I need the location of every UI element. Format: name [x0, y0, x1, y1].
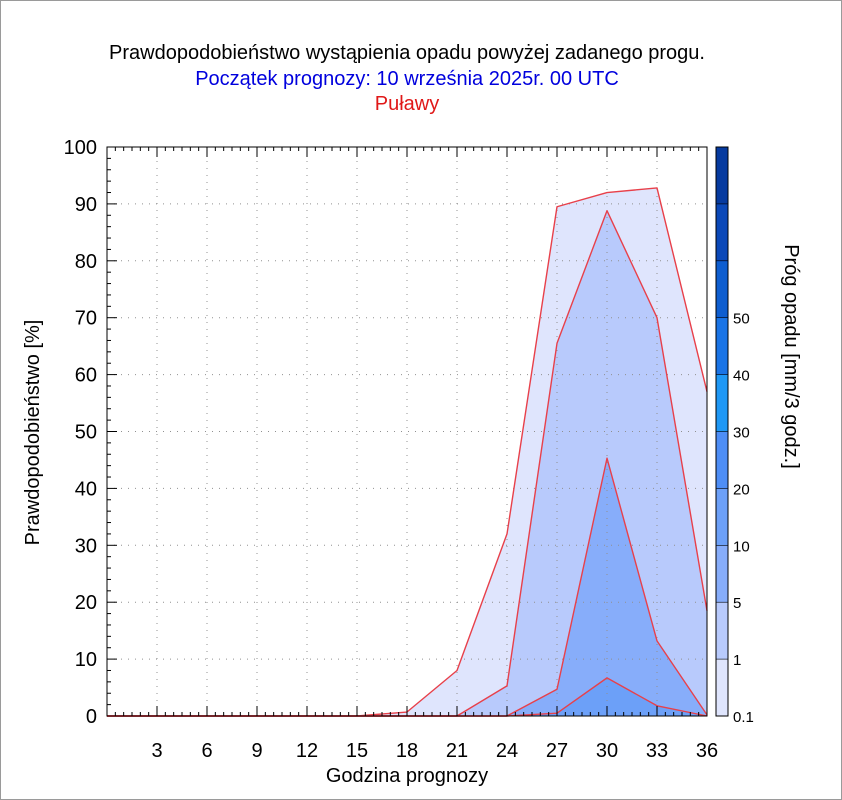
y-tick-label: 80	[75, 251, 97, 273]
x-tick-label: 36	[696, 740, 718, 762]
colorbar-label: 20	[733, 481, 750, 498]
colorbar-segment	[716, 203, 728, 262]
colorbar-label: 1	[733, 652, 741, 669]
colorbar-label: 50	[733, 311, 750, 328]
y-tick-label: 70	[75, 308, 97, 330]
colorbar-segment	[716, 431, 728, 489]
colorbar-segment	[716, 545, 728, 603]
x-tick-label: 24	[496, 740, 518, 762]
x-tick-label: 15	[346, 740, 368, 762]
colorbar-segment	[716, 602, 728, 660]
x-tick-label: 30	[596, 740, 618, 762]
area-threshold-3	[107, 677, 707, 716]
x-tick-label: 33	[646, 740, 668, 762]
colorbar-segment	[716, 260, 728, 319]
area-layers	[107, 187, 707, 716]
y-tick-label: 20	[75, 592, 97, 614]
colorbar-label: 30	[733, 425, 750, 442]
colorbar-label: 5	[733, 595, 741, 612]
y-tick-label: 40	[75, 478, 97, 500]
x-tick-label: 18	[396, 740, 418, 762]
y-tick-label: 90	[75, 194, 97, 216]
x-tick-label: 9	[251, 740, 262, 762]
x-tick-label: 21	[446, 740, 468, 762]
y-tick-label: 50	[75, 422, 97, 444]
colorbar-segment	[716, 659, 728, 717]
y-tick-label: 100	[64, 137, 97, 159]
y-tick-label: 10	[75, 649, 97, 671]
x-tick-label: 3	[151, 740, 162, 762]
colorbar-segment	[716, 317, 728, 375]
colorbar-segment	[716, 488, 728, 546]
area-threshold-1	[107, 210, 707, 716]
x-axis-title: Godzina prognozy	[326, 765, 488, 787]
y-tick-labels: 0 10 20 30 40 50 60 70 80 90 100	[64, 137, 97, 728]
axis-ticks	[107, 147, 700, 716]
station-name: Puławy	[374, 93, 440, 115]
y-tick-label: 0	[86, 706, 97, 728]
y-axis-title: Prawdopodobieństwo [%]	[22, 320, 44, 546]
chart-title: Prawdopodobieństwo wystąpienia opadu pow…	[109, 42, 705, 64]
chart-subtitle: Początek prognozy: 10 września 2025r. 00…	[195, 68, 619, 90]
y-tick-label: 30	[75, 535, 97, 557]
x-tick-label: 12	[296, 740, 318, 762]
y-tick-label: 60	[75, 365, 97, 387]
colorbar-labels: 0.1 1 5 10 20 30 40 50	[733, 311, 754, 726]
colorbar-label: 10	[733, 538, 750, 555]
colorbar-segment	[716, 374, 728, 432]
colorbar	[715, 146, 729, 717]
colorbar-label: 0.1	[733, 709, 754, 726]
x-tick-labels: 3 6 9 12 15 18 21 24 27 30 33 36	[151, 740, 718, 762]
colorbar-segment	[716, 147, 728, 205]
colorbar-title: Próg opadu [mm/3 godz.]	[780, 244, 802, 469]
area-threshold-2	[107, 458, 707, 716]
x-tick-label: 6	[201, 740, 212, 762]
colorbar-label: 40	[733, 368, 750, 385]
x-tick-label: 27	[546, 740, 568, 762]
